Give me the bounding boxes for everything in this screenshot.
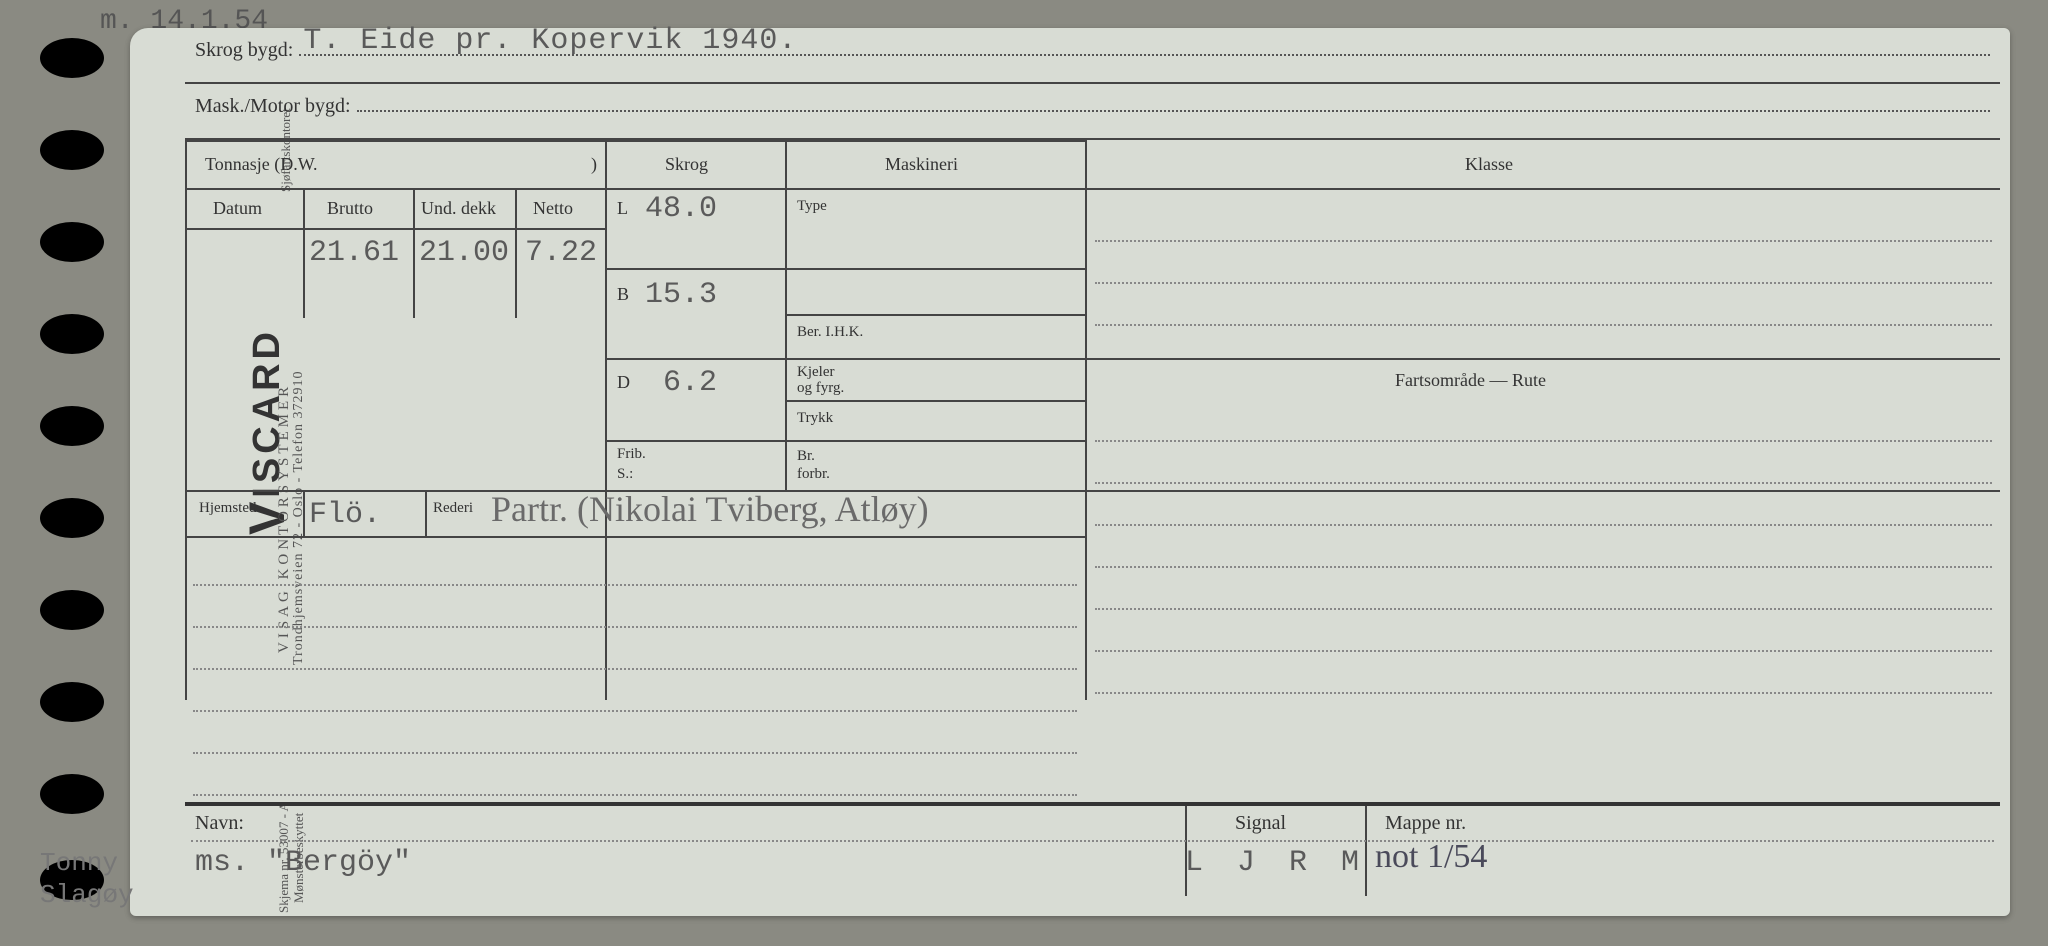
lower-lines — [193, 544, 1077, 796]
card-content: Skrog bygd: T. Eide pr. Kopervik 1940. M… — [185, 28, 2000, 916]
value-skrog-bygd: T. Eide pr. Kopervik 1940. — [303, 24, 797, 58]
val-brutto: 21.61 — [309, 236, 399, 270]
val-L: 48.0 — [645, 192, 717, 226]
val-signal: L J R M — [1185, 846, 1367, 880]
header-skrog: Skrog — [665, 154, 708, 175]
farts-lines — [1095, 400, 1992, 694]
val-mappe: not 1/54 — [1375, 838, 1487, 876]
annotation-left-1: Tonny — [40, 848, 118, 878]
col-netto: Netto — [533, 198, 573, 219]
row-skrog-bygd: Skrog bygd: T. Eide pr. Kopervik 1940. — [185, 28, 2000, 84]
label-signal: Signal — [1235, 812, 1286, 835]
val-rederi: Partr. (Nikolai Tviberg, Atløy) — [491, 488, 929, 530]
label-S: S.: — [617, 466, 633, 483]
val-netto: 7.22 — [525, 236, 597, 270]
field-skrog-bygd: T. Eide pr. Kopervik 1940. — [299, 34, 1990, 56]
bottom-row: Navn: ms. "Bergöy" Signal L J R M Mappe … — [185, 802, 2000, 892]
val-hjemsted: Flö. — [309, 498, 381, 532]
label-B: B — [617, 284, 629, 305]
header-klasse: Klasse — [1465, 154, 1513, 175]
label-L: L — [617, 198, 628, 219]
label-tonnasje: Tonnasje (D.W. — [205, 154, 318, 175]
label-br1: Br. — [797, 448, 815, 465]
label-kjeler1: Kjeler — [797, 364, 834, 381]
label-ber: Ber. I.H.K. — [797, 324, 863, 341]
header-maskineri: Maskineri — [885, 154, 958, 175]
label-kjeler2: og fyrg. — [797, 380, 844, 397]
label-skrog-bygd: Skrog bygd: — [195, 39, 293, 62]
label-type: Type — [797, 198, 827, 215]
label-mask-bygd: Mask./Motor bygd: — [195, 95, 351, 118]
col-und: Und. dekk — [421, 198, 496, 219]
label-hjemsted: Hjemsted — [199, 500, 257, 517]
binder-holes — [40, 0, 120, 946]
val-navn: ms. "Bergöy" — [195, 846, 411, 880]
annotation-left-2: Slagøy — [40, 880, 134, 910]
main-grid: Tonnasje (D.W. ) Datum Brutto Und. dekk … — [185, 140, 2000, 700]
val-B: 15.3 — [645, 278, 717, 312]
label-tonnasje-close: ) — [591, 154, 597, 175]
val-und: 21.00 — [419, 236, 509, 270]
label-br2: forbr. — [797, 466, 830, 483]
klasse-lines — [1095, 200, 1992, 326]
val-D: 6.2 — [663, 366, 717, 400]
col-datum: Datum — [213, 198, 262, 219]
label-navn: Navn: — [195, 812, 244, 835]
label-farts: Fartsområde — Rute — [1395, 370, 1546, 391]
field-mask-bygd — [357, 90, 1990, 112]
label-rederi: Rederi — [433, 500, 473, 517]
label-mappe: Mappe nr. — [1385, 812, 1466, 835]
row-mask-bygd: Mask./Motor bygd: — [185, 84, 2000, 140]
label-frib: Frib. — [617, 446, 646, 463]
label-trykk: Trykk — [797, 410, 833, 427]
label-D: D — [617, 372, 630, 393]
col-brutto: Brutto — [327, 198, 373, 219]
index-card: Sjøfartskontoret VVISCARDISCARD VISAG KO… — [130, 28, 2010, 916]
